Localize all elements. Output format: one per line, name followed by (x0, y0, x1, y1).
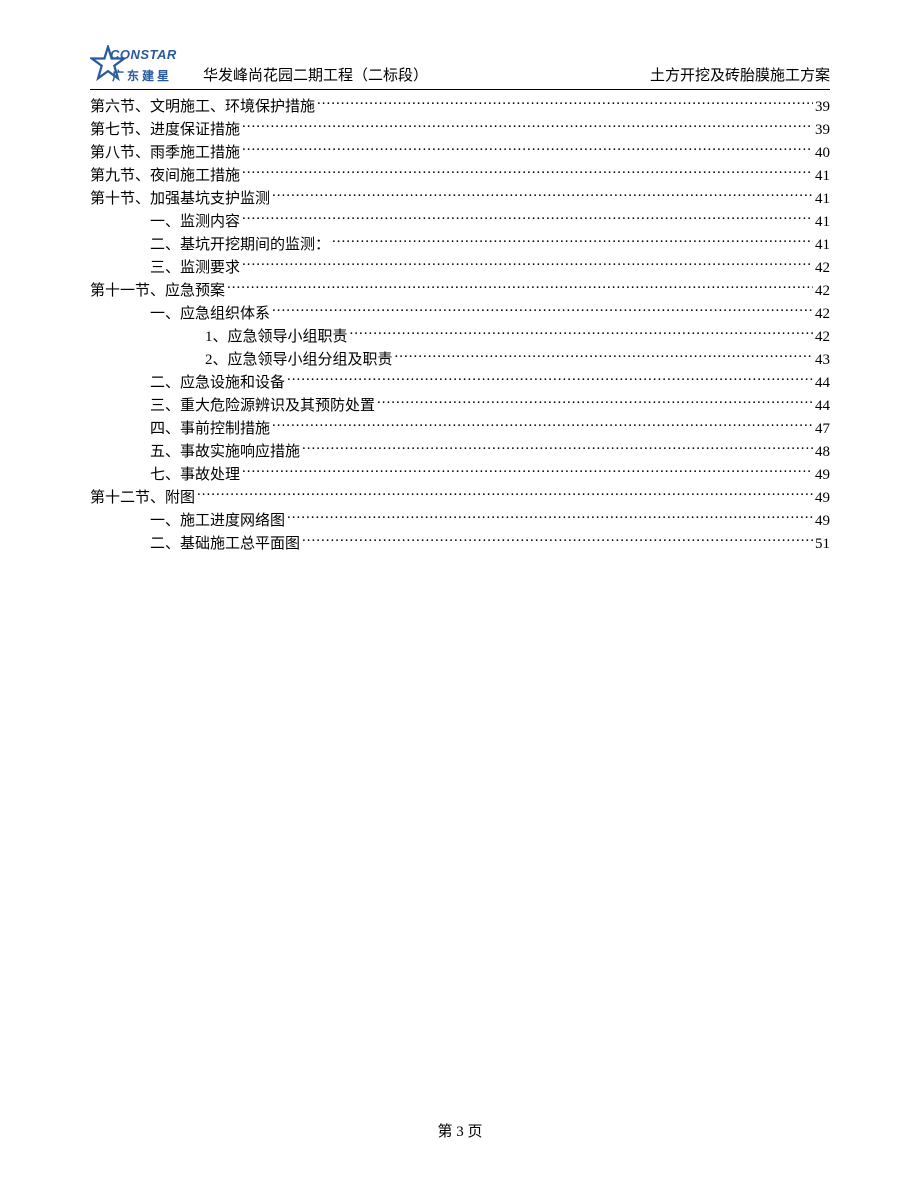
toc-label: 一、监测内容 (150, 212, 240, 233)
toc-leader-dots (272, 418, 813, 433)
toc-leader-dots (287, 510, 813, 525)
toc-page-number: 42 (815, 327, 830, 348)
toc-leader-dots (395, 349, 813, 364)
toc-label: 第七节、进度保证措施 (90, 120, 240, 141)
toc-leader-dots (377, 395, 813, 410)
toc-entry: 七、事故处理 49 (90, 464, 830, 486)
toc-leader-dots (350, 326, 813, 341)
toc-label: 三、监测要求 (150, 258, 240, 279)
toc-leader-dots (242, 142, 813, 157)
toc-label: 第六节、文明施工、环境保护措施 (90, 97, 315, 118)
toc-entry: 第七节、进度保证措施 39 (90, 119, 830, 141)
page-header: CONSTAR 广东建星 华发峰尚花园二期工程（二标段） 土方开挖及砖胎膜施工方… (90, 45, 830, 90)
table-of-contents: 第六节、文明施工、环境保护措施 39第七节、进度保证措施 39第八节、雨季施工措… (90, 96, 830, 555)
toc-page-number: 44 (815, 373, 830, 394)
toc-page-number: 41 (815, 235, 830, 256)
toc-leader-dots (272, 303, 813, 318)
toc-leader-dots (242, 464, 813, 479)
toc-entry: 2、应急领导小组分组及职责 43 (90, 349, 830, 371)
toc-entry: 三、监测要求 42 (90, 257, 830, 279)
toc-entry: 一、应急组织体系 42 (90, 303, 830, 325)
toc-entry: 一、监测内容 41 (90, 211, 830, 233)
toc-entry: 第六节、文明施工、环境保护措施 39 (90, 96, 830, 118)
toc-page-number: 39 (815, 120, 830, 141)
toc-label: 第十节、加强基坑支护监测 (90, 189, 270, 210)
toc-label: 四、事前控制措施 (150, 419, 270, 440)
toc-label: 五、事故实施响应措施 (150, 442, 300, 463)
toc-leader-dots (317, 96, 813, 111)
toc-label: 2、应急领导小组分组及职责 (205, 350, 393, 371)
toc-page-number: 47 (815, 419, 830, 440)
toc-page-number: 41 (815, 189, 830, 210)
toc-entry: 第八节、雨季施工措施 40 (90, 142, 830, 164)
toc-page-number: 40 (815, 143, 830, 164)
toc-page-number: 39 (815, 97, 830, 118)
toc-label: 三、重大危险源辨识及其预防处置 (150, 396, 375, 417)
toc-entry: 一、施工进度网络图 49 (90, 510, 830, 532)
toc-leader-dots (242, 165, 813, 180)
toc-leader-dots (302, 533, 813, 548)
toc-leader-dots (332, 234, 813, 249)
toc-label: 第九节、夜间施工措施 (90, 166, 240, 187)
toc-entry: 第十二节、附图 49 (90, 487, 830, 509)
toc-page-number: 41 (815, 212, 830, 233)
toc-entry: 第十节、加强基坑支护监测 41 (90, 188, 830, 210)
toc-page-number: 51 (815, 534, 830, 555)
toc-leader-dots (242, 257, 813, 272)
toc-page-number: 42 (815, 258, 830, 279)
toc-leader-dots (227, 280, 813, 295)
toc-label: 第八节、雨季施工措施 (90, 143, 240, 164)
toc-page-number: 49 (815, 511, 830, 532)
toc-leader-dots (287, 372, 813, 387)
toc-label: 二、基坑开挖期间的监测： (150, 235, 330, 256)
toc-label: 一、应急组织体系 (150, 304, 270, 325)
document-page: CONSTAR 广东建星 华发峰尚花园二期工程（二标段） 土方开挖及砖胎膜施工方… (0, 0, 920, 1191)
company-logo: CONSTAR 广东建星 (90, 45, 185, 87)
toc-page-number: 41 (815, 166, 830, 187)
toc-leader-dots (242, 119, 813, 134)
toc-label: 二、基础施工总平面图 (150, 534, 300, 555)
toc-entry: 三、重大危险源辨识及其预防处置 44 (90, 395, 830, 417)
toc-entry: 1、应急领导小组职责 42 (90, 326, 830, 348)
toc-leader-dots (272, 188, 813, 203)
toc-entry: 第十一节、应急预案 42 (90, 280, 830, 302)
toc-entry: 第九节、夜间施工措施 41 (90, 165, 830, 187)
header-project-name: 华发峰尚花园二期工程（二标段） (203, 64, 428, 85)
toc-page-number: 49 (815, 488, 830, 509)
toc-entry: 五、事故实施响应措施 48 (90, 441, 830, 463)
toc-entry: 四、事前控制措施 47 (90, 418, 830, 440)
toc-leader-dots (242, 211, 813, 226)
toc-page-number: 44 (815, 396, 830, 417)
toc-label: 1、应急领导小组职责 (205, 327, 348, 348)
toc-leader-dots (302, 441, 813, 456)
toc-label: 第十二节、附图 (90, 488, 195, 509)
toc-leader-dots (197, 487, 813, 502)
toc-page-number: 42 (815, 304, 830, 325)
toc-label: 七、事故处理 (150, 465, 240, 486)
logo-text-en: CONSTAR (110, 47, 177, 62)
logo-text-cn: 广东建星 (112, 67, 172, 84)
header-doc-name: 土方开挖及砖胎膜施工方案 (650, 64, 830, 85)
toc-page-number: 48 (815, 442, 830, 463)
page-number: 第 3 页 (437, 1124, 482, 1140)
toc-label: 二、应急设施和设备 (150, 373, 285, 394)
toc-entry: 二、基础施工总平面图 51 (90, 533, 830, 555)
toc-page-number: 43 (815, 350, 830, 371)
toc-page-number: 42 (815, 281, 830, 302)
toc-entry: 二、应急设施和设备 44 (90, 372, 830, 394)
toc-label: 一、施工进度网络图 (150, 511, 285, 532)
page-footer: 第 3 页 (0, 1120, 920, 1141)
toc-label: 第十一节、应急预案 (90, 281, 225, 302)
header-titles: 华发峰尚花园二期工程（二标段） 土方开挖及砖胎膜施工方案 (203, 64, 830, 87)
toc-page-number: 49 (815, 465, 830, 486)
toc-entry: 二、基坑开挖期间的监测： 41 (90, 234, 830, 256)
